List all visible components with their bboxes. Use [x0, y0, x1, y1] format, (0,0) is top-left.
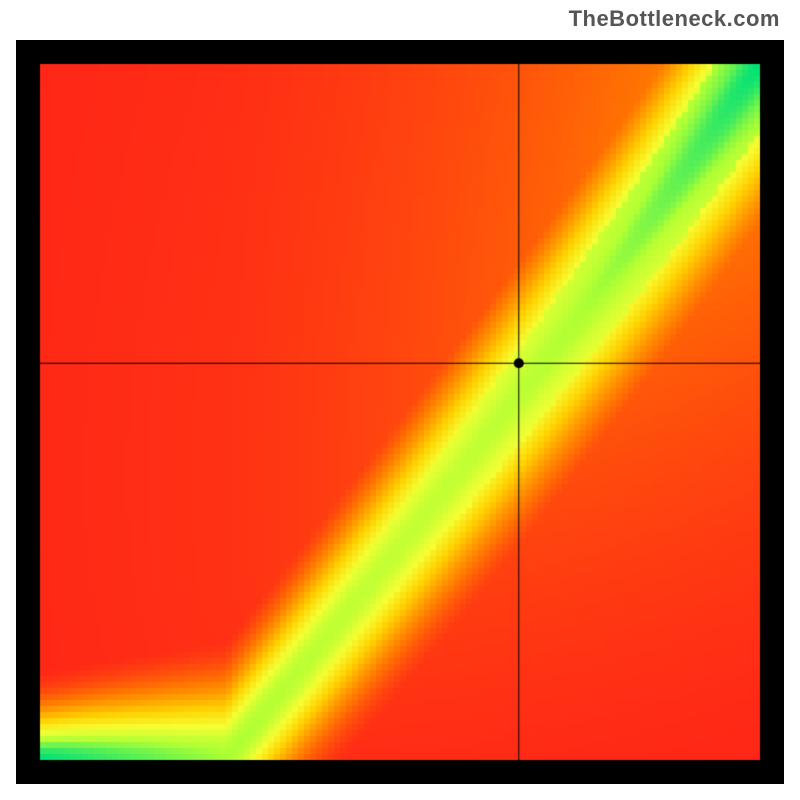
watermark-text: TheBottleneck.com	[569, 6, 780, 32]
bottleneck-heatmap	[16, 40, 784, 784]
plot-area	[16, 40, 784, 784]
chart-container: TheBottleneck.com	[0, 0, 800, 800]
